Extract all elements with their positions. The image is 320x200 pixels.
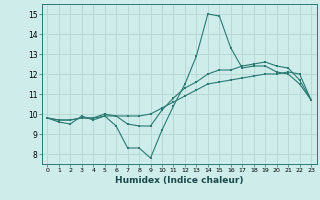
X-axis label: Humidex (Indice chaleur): Humidex (Indice chaleur) [115, 176, 244, 185]
